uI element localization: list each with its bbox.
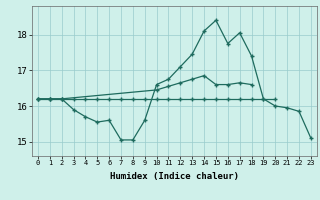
X-axis label: Humidex (Indice chaleur): Humidex (Indice chaleur)	[110, 172, 239, 181]
